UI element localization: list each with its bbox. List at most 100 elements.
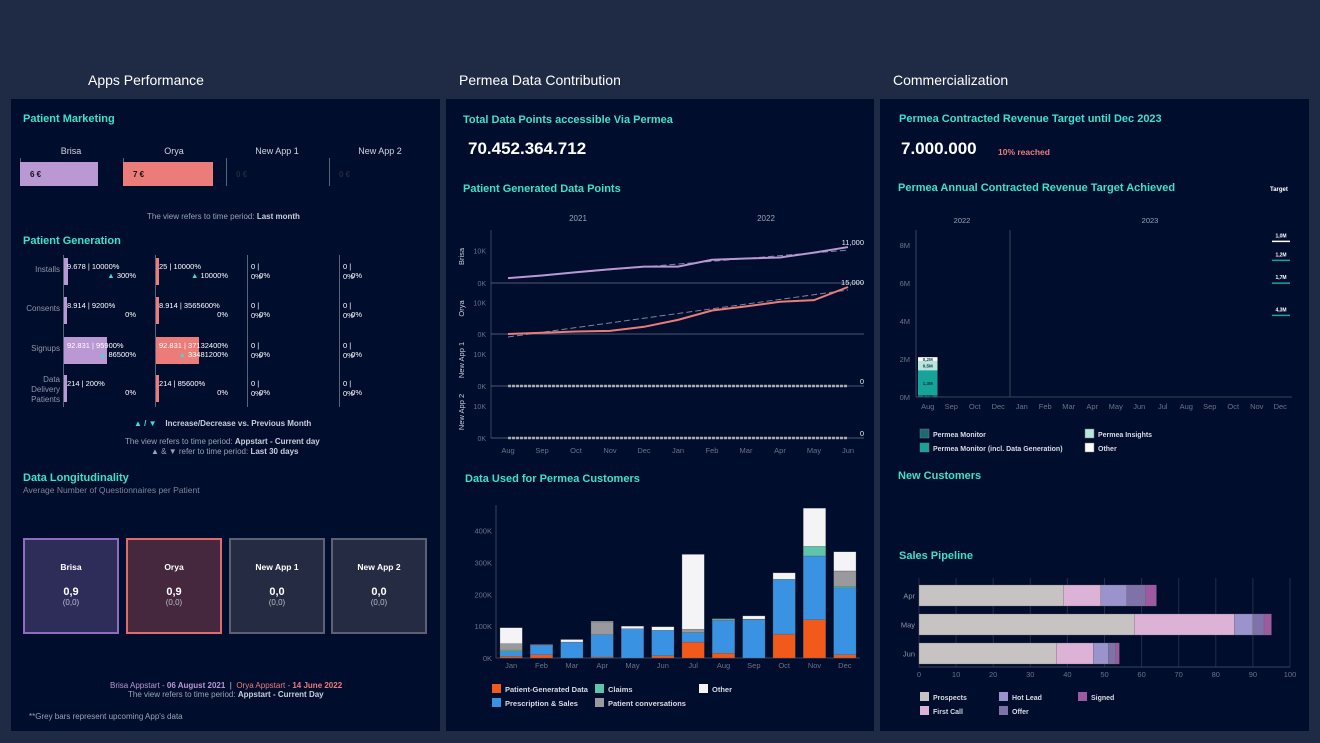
y-tick-label: 100K [474, 622, 492, 631]
column-title-commercialization: Commercialization [893, 72, 1009, 88]
pipeline-segment-prospects [918, 642, 1057, 665]
metric-delta: 0% [259, 350, 270, 359]
bar-segment-other [803, 508, 826, 547]
metric-value: 0 | 0% [343, 301, 354, 320]
x-tick-label: Jul [688, 661, 698, 670]
legend-label: Claims [608, 685, 633, 694]
bar-segment-prescription-sales [651, 630, 675, 656]
metric-value: 92.831 | 37132400% [159, 341, 229, 350]
patient-marketing-title: Patient Marketing [23, 113, 115, 125]
target-value-label: 1,0M [1275, 233, 1286, 239]
x-tick-label: 100 [1284, 670, 1297, 679]
bar-segment-claims [833, 586, 857, 589]
y-tick-label: 6M [900, 279, 910, 288]
card-app-name: Orya [164, 562, 184, 572]
legend-swatch [699, 684, 708, 693]
pipeline-segment-signed [1115, 642, 1120, 665]
revenue-bar-segment [918, 360, 938, 371]
grey-bars-footnote: **Grey bars represent upcoming App's dat… [29, 712, 183, 721]
card-value: 0,0 [371, 586, 387, 598]
card-previous-value: (0,0) [62, 598, 80, 607]
bar-segment-other [530, 644, 553, 646]
card-previous-value: (0,0) [370, 598, 388, 607]
y-tick-label: 0K [483, 654, 492, 663]
legend-label: Other [712, 685, 732, 694]
legend-label: Prescription & Sales [505, 699, 578, 708]
bar-segment-patient-generated-data [499, 656, 523, 659]
patient-generation-title: Patient Generation [23, 235, 121, 247]
card-app-name: Brisa [60, 562, 82, 572]
legend-label: First Call [933, 709, 963, 716]
metric-delta: 0% [125, 310, 136, 319]
revenue-bar-label: 1,3M [923, 381, 933, 386]
x-tick-label: Feb [706, 446, 719, 455]
bar-segment-patient-generated-data [772, 633, 796, 659]
legend-swatch [999, 692, 1008, 701]
year-label: 2022 [757, 214, 775, 223]
x-tick-label: Sep [945, 402, 958, 411]
bar-segment-prescription-sales [833, 587, 857, 655]
new-customers-title: New Customers [898, 470, 982, 482]
pipeline-segment-hot-lead [1093, 642, 1109, 665]
metric-delta: ▲ 300% [107, 271, 136, 280]
x-tick-label: Nov [603, 446, 617, 455]
column-divider [339, 255, 340, 407]
x-tick-label: Nov [808, 661, 822, 670]
x-tick-label: Dec [838, 661, 852, 670]
pipeline-segment-first-call [1056, 642, 1094, 665]
legend-swatch [919, 442, 930, 453]
x-tick-label: 0 [917, 670, 921, 679]
annual-revenue-title: Permea Annual Contracted Revenue Target … [898, 182, 1176, 194]
legend-label: Offer [1012, 709, 1029, 716]
metric-bar [63, 297, 68, 324]
x-tick-label: Dec [992, 402, 1006, 411]
metric-delta: ▲ 86500% [98, 350, 136, 359]
metric-value: 214 | 200% [67, 379, 105, 388]
metric-value: 0 | 0% [251, 379, 262, 398]
metric-label: Installs [35, 265, 60, 274]
card-value: 0,9 [166, 586, 182, 598]
x-tick-label: Mar [740, 446, 753, 455]
revenue-target-title: Permea Contracted Revenue Target until D… [899, 113, 1162, 125]
bar-segment-other [651, 626, 675, 631]
legend-swatch [1084, 428, 1095, 439]
metric-bar [155, 297, 160, 324]
y-tick-label: 4M [900, 317, 910, 326]
target-value-label: 1,7M [1275, 275, 1286, 281]
metric-value: 214 | 85600% [159, 379, 206, 388]
x-tick-label: May [807, 446, 821, 455]
pipeline-segment-signed [1263, 613, 1272, 636]
revenue-bar-segment [918, 395, 938, 397]
metric-label: Consents [26, 304, 60, 313]
series-label: Brisa [457, 247, 466, 265]
metric-delta: ▲ 10000% [190, 271, 228, 280]
revenue-target-value: 7.000.000 [901, 139, 977, 158]
legend-swatch [920, 692, 929, 701]
x-tick-label: Jan [505, 661, 517, 670]
trend-line [507, 289, 849, 338]
data-used-chart: 0K 100K 200K 300K 400K Jan Feb Mar Apr May Jun Jul A… [474, 505, 860, 708]
metric-value: 0 | 0% [343, 341, 354, 360]
pipeline-segment-offer [1252, 613, 1265, 636]
year-label: 2022 [954, 216, 971, 225]
marketing-axis-line [226, 158, 227, 186]
y-tick-label: 0K [477, 332, 486, 339]
metric-value: 0 | 0% [343, 262, 354, 281]
marketing-cost-bar: 0 € [236, 170, 248, 179]
x-tick-label: 50 [1100, 670, 1108, 679]
end-value-label: 11,000 [842, 238, 864, 247]
metric-bar [155, 258, 159, 285]
legend-swatch [595, 698, 604, 707]
card-value: 0,0 [269, 586, 285, 598]
marketing-cost-bar: 6 € [20, 162, 98, 186]
longitudinality-note: The view refers to time period: Appstart… [128, 690, 324, 699]
legend-swatch [999, 706, 1008, 715]
x-tick-label: Apr [774, 446, 786, 455]
bar-segment-prescription-sales [499, 651, 523, 657]
revenue-reached-label: 10% reached [998, 147, 1050, 157]
metric-value: 8.914 | 3565600% [159, 301, 220, 310]
longitudinality-card: New App 1 0,0 (0,0) [229, 538, 325, 634]
column-divider [63, 255, 64, 407]
x-tick-label: Dec [637, 446, 651, 455]
y-tick-label: 10K [474, 301, 487, 308]
